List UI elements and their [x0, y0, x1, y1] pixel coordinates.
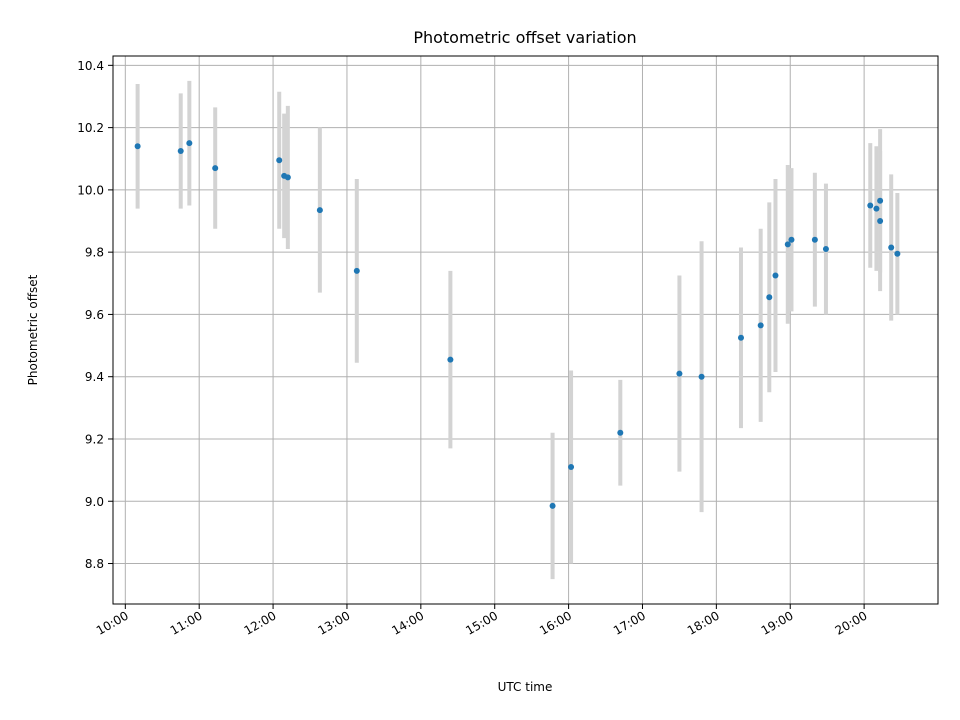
data-point: [811, 236, 818, 243]
data-point: [549, 502, 556, 509]
data-point: [353, 267, 360, 274]
data-points: [134, 140, 901, 509]
data-point: [276, 157, 283, 164]
data-point: [894, 250, 901, 257]
y-tick-label: 9.0: [85, 495, 104, 509]
data-point: [698, 373, 705, 380]
data-point: [873, 205, 880, 212]
data-point: [737, 334, 744, 341]
data-point: [877, 197, 884, 204]
data-point: [676, 370, 683, 377]
y-tick-label: 10.4: [77, 59, 104, 73]
y-tick-label: 8.8: [85, 557, 104, 571]
data-point: [822, 246, 829, 253]
plot-frame: [112, 55, 939, 605]
data-point: [447, 356, 454, 363]
data-point: [617, 429, 624, 436]
data-point: [772, 272, 779, 279]
y-tick-label: 10.2: [77, 121, 104, 135]
data-point: [284, 174, 291, 181]
data-point: [757, 322, 764, 329]
data-point: [788, 236, 795, 243]
y-axis-label: Photometric offset: [26, 274, 40, 385]
data-point: [867, 202, 874, 209]
y-tick-label: 9.6: [85, 308, 104, 322]
y-tick-label: 10.0: [77, 183, 104, 197]
data-point: [568, 464, 575, 470]
data-point: [888, 244, 895, 251]
grid: [113, 56, 938, 604]
y-tick-label: 9.2: [85, 432, 104, 446]
data-point: [316, 207, 323, 214]
y-tick-label: 9.8: [85, 246, 104, 260]
data-point: [877, 218, 884, 225]
data-point: [784, 241, 791, 248]
data-point: [177, 147, 184, 154]
data-point: [766, 294, 773, 301]
y-tick-label: 9.4: [85, 370, 104, 384]
data-point: [134, 143, 141, 150]
data-point: [186, 140, 193, 147]
x-axis-label: UTC time: [498, 680, 553, 694]
data-point: [212, 165, 219, 172]
y-axis-ticks: 8.8 9.0 9.2 9.4 9.6 9.8 10.0 10.2 10.4: [77, 59, 113, 571]
chart-title: Photometric offset variation: [413, 28, 636, 47]
